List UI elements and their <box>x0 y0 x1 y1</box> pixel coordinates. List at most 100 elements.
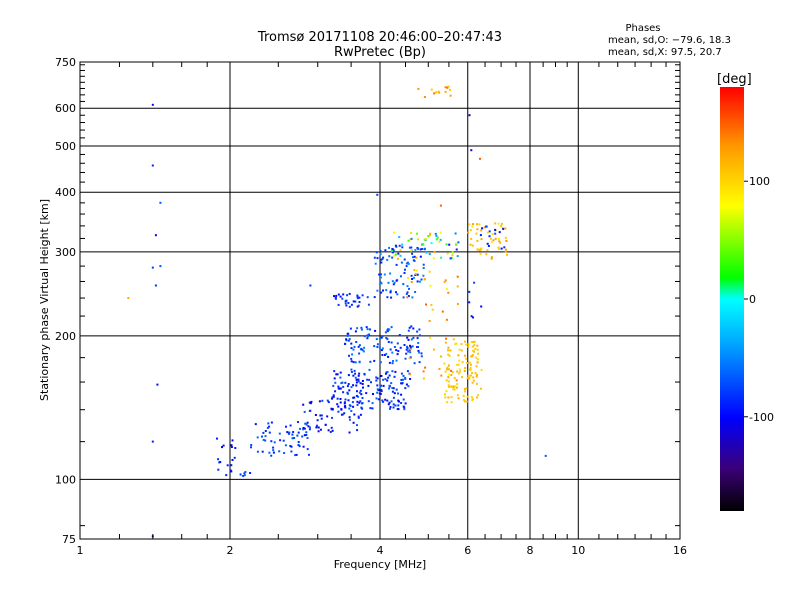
data-point <box>388 246 391 249</box>
data-point <box>395 349 398 352</box>
data-point <box>462 394 465 397</box>
data-point <box>505 239 508 242</box>
data-point <box>366 328 369 331</box>
data-point <box>381 399 384 402</box>
data-point <box>343 412 346 415</box>
data-point <box>391 390 394 393</box>
data-point <box>361 397 364 399</box>
data-point <box>308 453 310 456</box>
data-point <box>469 366 472 369</box>
data-point <box>413 362 416 365</box>
data-point <box>249 472 252 474</box>
data-point <box>359 382 362 385</box>
data-point <box>479 157 481 160</box>
data-point <box>446 401 449 404</box>
data-point <box>480 247 483 250</box>
data-point <box>544 454 547 457</box>
data-point <box>391 370 394 373</box>
data-point <box>448 373 451 376</box>
data-point <box>416 232 418 235</box>
data-point <box>355 378 358 381</box>
data-point <box>433 92 436 95</box>
data-point <box>471 381 474 384</box>
data-point <box>425 303 427 306</box>
data-point <box>409 351 412 354</box>
data-point <box>151 440 154 443</box>
y-tick-label: 500 <box>55 140 76 153</box>
data-point <box>392 396 395 399</box>
data-point <box>350 360 353 363</box>
data-point <box>333 377 336 380</box>
data-point <box>380 276 382 279</box>
data-point <box>348 416 351 419</box>
data-point <box>347 374 350 377</box>
data-point <box>356 403 359 406</box>
data-point <box>270 421 273 424</box>
data-point <box>417 248 420 251</box>
data-point <box>351 353 354 356</box>
data-point <box>464 340 466 343</box>
data-point <box>474 356 477 359</box>
data-point <box>407 385 410 388</box>
data-point <box>443 281 446 284</box>
data-point <box>387 341 390 343</box>
chart-subtitle: RwPretec (Bp) <box>334 45 426 60</box>
data-point <box>453 388 456 391</box>
data-point <box>468 377 471 380</box>
data-point <box>297 431 300 434</box>
data-point <box>320 414 323 417</box>
data-point <box>386 399 389 402</box>
colorbar-ticks: 100 0 -100 <box>744 175 774 424</box>
data-point <box>289 424 292 427</box>
colorbar-label: [deg] <box>717 72 752 87</box>
data-point <box>407 295 410 297</box>
data-point <box>425 251 428 254</box>
data-point <box>469 374 472 377</box>
data-point <box>344 302 347 305</box>
data-point <box>330 426 333 429</box>
data-point <box>465 357 468 360</box>
data-point <box>474 348 477 350</box>
data-point <box>366 378 369 381</box>
data-point <box>217 468 220 471</box>
data-point <box>417 238 419 241</box>
data-point <box>243 474 246 477</box>
data-point <box>408 287 410 290</box>
data-point <box>395 245 398 248</box>
data-point <box>262 438 265 441</box>
data-point <box>376 345 379 348</box>
data-point <box>439 238 442 241</box>
data-point <box>466 377 469 380</box>
data-point <box>487 245 490 247</box>
data-point <box>341 381 344 384</box>
data-point <box>409 356 412 359</box>
data-point <box>488 235 491 238</box>
data-point <box>430 88 433 91</box>
data-point <box>409 346 412 349</box>
data-point <box>505 248 507 251</box>
data-point <box>403 272 406 274</box>
data-point <box>471 345 474 348</box>
data-point <box>361 407 364 410</box>
data-point <box>366 337 369 340</box>
data-point <box>230 444 233 447</box>
data-point <box>400 393 403 396</box>
colorbar <box>720 87 744 511</box>
data-point <box>452 338 455 341</box>
data-points <box>127 85 547 538</box>
data-point <box>387 403 390 406</box>
data-point <box>335 373 338 376</box>
data-point <box>380 349 383 352</box>
data-point <box>324 423 327 426</box>
data-point <box>287 432 290 435</box>
data-point <box>357 416 360 419</box>
data-point <box>337 387 340 390</box>
data-point <box>350 368 353 371</box>
data-point <box>346 385 349 388</box>
data-point <box>393 254 396 257</box>
data-point <box>461 376 463 379</box>
colorbar-tick-label: 100 <box>749 175 770 188</box>
data-point <box>402 374 405 377</box>
data-point <box>355 394 358 397</box>
data-point <box>326 415 329 418</box>
